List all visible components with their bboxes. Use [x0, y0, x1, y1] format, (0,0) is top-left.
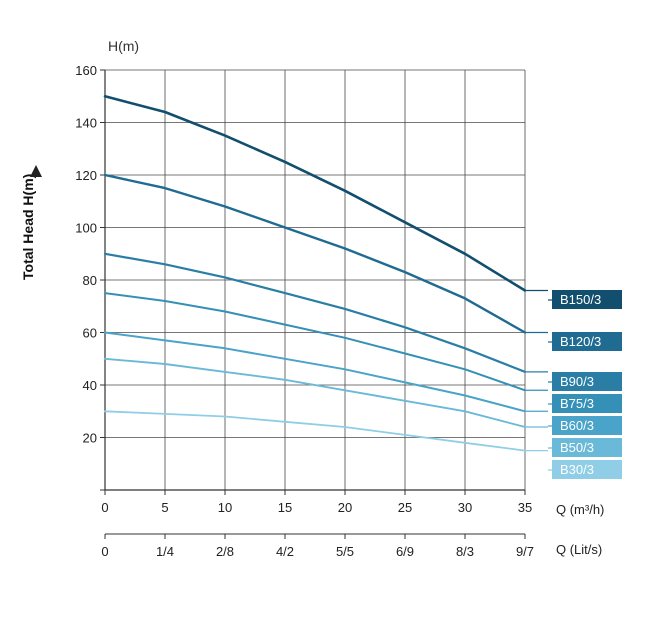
x-axis-primary-unit: Q (m³/h) — [556, 502, 604, 517]
legend-item-b30-3: B30/3 — [552, 460, 622, 479]
svg-text:100: 100 — [75, 221, 97, 236]
svg-text:6/9: 6/9 — [396, 544, 414, 559]
legend-item-b75-3: B75/3 — [552, 394, 622, 413]
svg-text:2/8: 2/8 — [216, 544, 234, 559]
plot-area: 20 40 60 80 100 120 140 160 0 5 10 15 20 25 30 35 0 1/4 2/… — [0, 0, 667, 630]
svg-text:20: 20 — [338, 500, 352, 515]
svg-text:4/2: 4/2 — [276, 544, 294, 559]
svg-text:140: 140 — [75, 116, 97, 131]
svg-text:1/4: 1/4 — [156, 544, 174, 559]
svg-text:0: 0 — [101, 500, 108, 515]
legend-item-b50-3: B50/3 — [552, 438, 622, 457]
svg-text:20: 20 — [83, 431, 97, 446]
legend-item-b150-3: B150/3 — [552, 290, 622, 309]
svg-text:5/5: 5/5 — [336, 544, 354, 559]
svg-text:8/3: 8/3 — [456, 544, 474, 559]
svg-text:80: 80 — [83, 273, 97, 288]
svg-text:0: 0 — [101, 544, 108, 559]
svg-text:60: 60 — [83, 326, 97, 341]
svg-text:10: 10 — [218, 500, 232, 515]
legend-item-b90-3: B90/3 — [552, 372, 622, 391]
svg-text:15: 15 — [278, 500, 292, 515]
svg-text:40: 40 — [83, 378, 97, 393]
svg-text:30: 30 — [458, 500, 472, 515]
x-axis-secondary-unit: Q (Lit/s) — [556, 542, 602, 557]
svg-text:160: 160 — [75, 63, 97, 78]
svg-text:25: 25 — [398, 500, 412, 515]
chart-container: H(m) Total Head H(m) 2040608010012014016… — [0, 0, 667, 630]
svg-text:5: 5 — [161, 500, 168, 515]
svg-text:120: 120 — [75, 168, 97, 183]
legend-item-b60-3: B60/3 — [552, 416, 622, 435]
svg-text:9/7: 9/7 — [516, 544, 534, 559]
legend-item-b120-3: B120/3 — [552, 332, 622, 351]
svg-text:35: 35 — [518, 500, 532, 515]
